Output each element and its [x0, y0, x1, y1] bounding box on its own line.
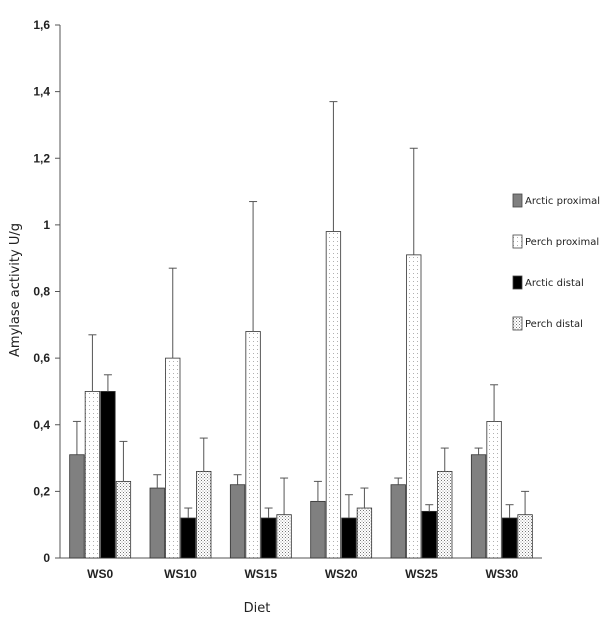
x-tick-label: WS15 — [244, 567, 277, 581]
bar — [84, 391, 101, 559]
legend-label: Arctic proximal — [525, 196, 600, 207]
bar-series-group — [69, 231, 533, 559]
y-tick-label: 0,4 — [33, 418, 50, 432]
bar — [276, 514, 292, 559]
bar — [341, 517, 357, 559]
legend-swatch — [512, 193, 523, 208]
y-tick-label: 1,6 — [33, 18, 50, 32]
y-axis: 0 0,2 0,4 0,6 0,8 1 1,2 1,4 1,6 — [33, 18, 61, 565]
bar — [165, 357, 181, 559]
y-tick-label: 0 — [43, 551, 50, 565]
bar — [100, 391, 116, 559]
x-tick-label: WS10 — [164, 567, 197, 581]
x-axis-title: Diet — [244, 601, 271, 616]
x-axis: WS0 WS10 WS15 WS20 WS25 WS30 — [60, 557, 542, 581]
bar — [406, 254, 422, 559]
bar — [310, 500, 326, 559]
bar — [180, 517, 196, 559]
bar — [356, 507, 373, 559]
bar — [196, 470, 212, 559]
bar — [229, 484, 246, 559]
y-tick-label: 1 — [43, 218, 50, 232]
error-bar-group — [72, 101, 530, 519]
y-tick-label: 0,6 — [33, 351, 50, 365]
legend-swatch — [512, 316, 523, 331]
bar — [245, 331, 261, 559]
bar — [501, 517, 518, 559]
legend-swatch — [512, 234, 523, 249]
bar — [486, 421, 502, 559]
bar — [437, 470, 453, 559]
x-tick-label: WS20 — [325, 567, 358, 581]
bar — [115, 480, 132, 559]
bar — [470, 454, 487, 559]
legend-label: Perch distal — [525, 319, 583, 330]
x-tick-label: WS0 — [87, 567, 113, 581]
y-tick-label: 0,8 — [33, 285, 50, 299]
y-tick-label: 0,2 — [33, 484, 50, 498]
x-tick-label: WS30 — [485, 567, 518, 581]
bar — [69, 454, 85, 559]
bar — [260, 517, 277, 559]
legend-swatch — [512, 275, 523, 290]
bar — [390, 484, 406, 559]
bar — [325, 231, 342, 559]
bar — [517, 514, 533, 559]
bar — [421, 510, 437, 559]
legend: Arctic proximal Perch proximal Arctic dist… — [512, 193, 600, 331]
y-tick-label: 1,2 — [33, 151, 50, 165]
x-tick-label: WS25 — [405, 567, 438, 581]
y-tick-label: 1,4 — [33, 85, 50, 99]
bar — [149, 487, 165, 559]
legend-label: Arctic distal — [525, 278, 584, 289]
y-axis-title: Amylase activity U/g — [8, 223, 23, 357]
legend-label: Perch proximal — [525, 237, 599, 248]
